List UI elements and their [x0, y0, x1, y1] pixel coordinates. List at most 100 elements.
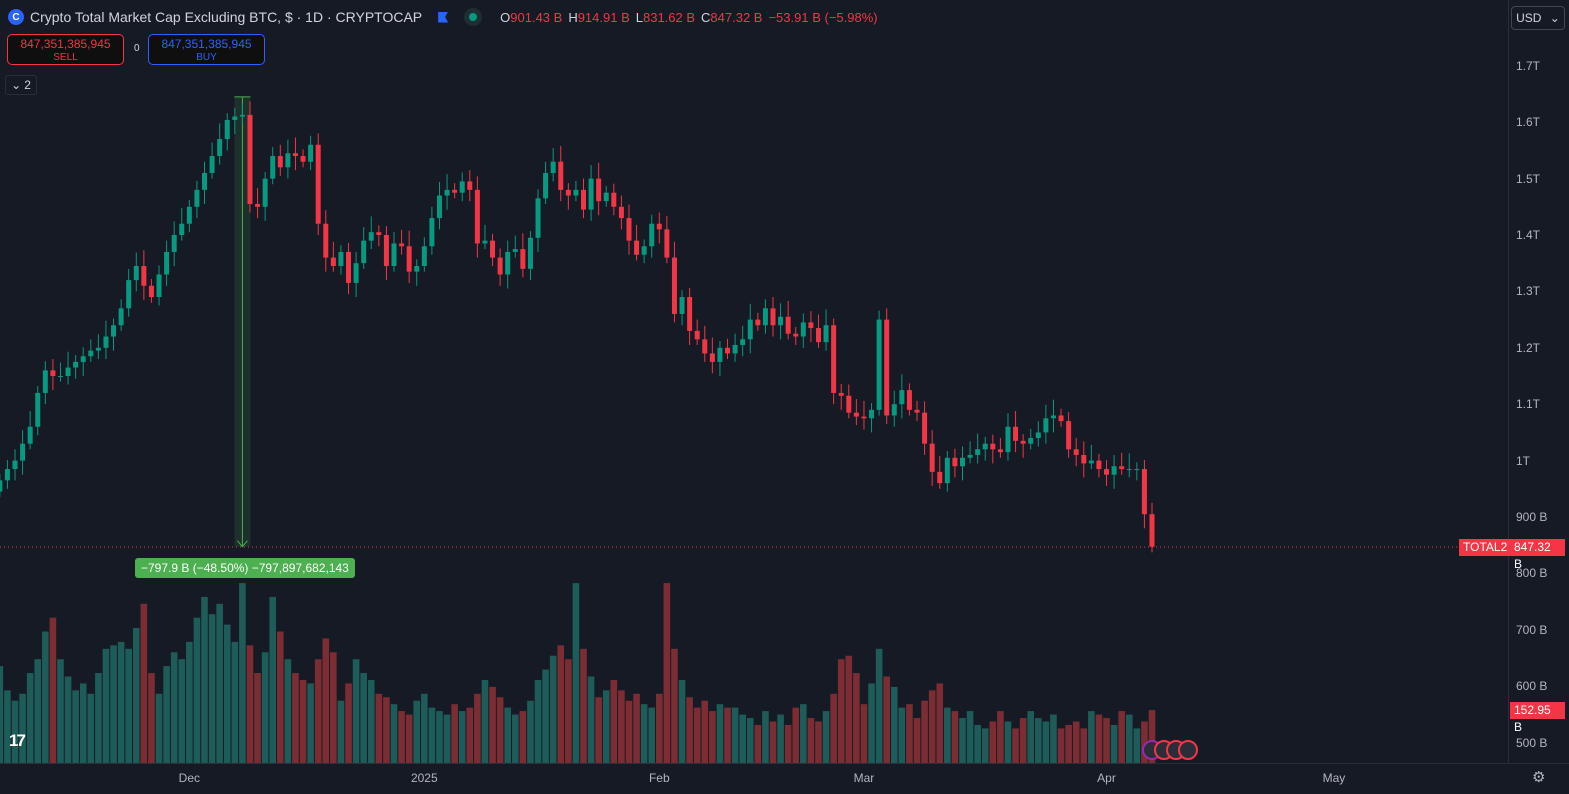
candle-body: [626, 218, 632, 241]
volume-bar: [693, 707, 701, 763]
time-axis[interactable]: [0, 763, 1569, 794]
price-tick: 700 B: [1516, 622, 1548, 637]
candle: [687, 288, 693, 345]
candle-body: [27, 426, 33, 444]
candle-body: [656, 223, 662, 230]
candle: [490, 233, 496, 267]
candle-body: [634, 240, 640, 255]
candle-body: [671, 257, 677, 314]
candle: [186, 200, 192, 233]
candle: [270, 147, 276, 185]
volume-bar: [436, 711, 443, 763]
candle: [202, 161, 207, 204]
candle: [1005, 413, 1011, 461]
sell-button[interactable]: 847,351,385,945 SELL: [7, 34, 124, 65]
candle-body: [1073, 449, 1079, 455]
candle-body: [914, 409, 920, 413]
volume-bar: [822, 711, 830, 763]
candle: [952, 448, 958, 478]
candle-body: [300, 156, 306, 162]
volume-bar: [898, 707, 906, 763]
candle-body: [164, 251, 170, 275]
candle-body: [975, 449, 981, 455]
volume-bar: [367, 679, 375, 763]
candle: [285, 139, 291, 179]
volume-bar: [1080, 728, 1088, 763]
candle-body: [603, 192, 609, 202]
volume-bar: [716, 704, 724, 763]
candle: [1035, 421, 1041, 447]
volume-bar: [352, 659, 360, 763]
volume-bar: [610, 679, 618, 763]
volume-bar: [875, 648, 883, 763]
candle: [368, 216, 374, 250]
volume-bar: [883, 676, 890, 763]
candle: [747, 303, 753, 354]
volume-bar: [314, 659, 322, 763]
volume-bar: [921, 700, 928, 763]
candle-body: [209, 156, 215, 173]
currency-select[interactable]: USD ⌄: [1511, 6, 1565, 30]
candle-body: [997, 449, 1003, 453]
candle: [171, 221, 177, 267]
candle: [649, 214, 655, 258]
candle-body: [929, 443, 935, 472]
candle: [861, 400, 867, 430]
indicators-toggle[interactable]: ⌄ 2: [5, 75, 37, 95]
candle-body: [148, 285, 154, 298]
price-axis[interactable]: [1508, 0, 1569, 763]
volume-bar: [284, 659, 292, 763]
volume-bar: [1027, 711, 1035, 763]
candle-body: [179, 223, 185, 235]
settings-icon[interactable]: ⚙: [1532, 769, 1546, 786]
candle-body: [0, 480, 3, 492]
candle-body: [111, 325, 117, 337]
volume-bar: [345, 683, 352, 763]
symbol-header: C Crypto Total Market Cap Excluding BTC,…: [8, 8, 878, 26]
volume-bar: [383, 697, 390, 763]
candle: [641, 239, 647, 264]
volume-bar: [587, 676, 595, 763]
volume-bar: [231, 641, 239, 763]
volume-bar: [95, 673, 102, 763]
candle: [209, 142, 215, 179]
market-status-icon[interactable]: [464, 8, 483, 26]
candle: [194, 180, 200, 219]
candle: [12, 449, 18, 481]
candle: [732, 333, 738, 362]
volume-bar: [800, 704, 807, 763]
symbol-title[interactable]: Crypto Total Market Cap Excluding BTC, $…: [30, 9, 423, 25]
volume-bar: [170, 652, 178, 763]
last-price-label: 847.32 B: [1510, 539, 1565, 571]
flag-icon[interactable]: [438, 11, 449, 23]
candle: [346, 242, 352, 295]
volume-bar: [1110, 724, 1118, 763]
candle: [808, 311, 814, 343]
candle: [1126, 453, 1132, 478]
volume-bar: [49, 617, 57, 763]
candle-body: [1028, 438, 1034, 444]
candle: [891, 390, 897, 427]
candle-body: [376, 232, 382, 235]
economic-events[interactable]: [1142, 740, 1198, 760]
candle-body: [725, 347, 731, 354]
candle: [831, 318, 837, 405]
candle: [1104, 460, 1110, 486]
candle-body: [421, 246, 427, 267]
volume-bar: [79, 683, 87, 763]
candle-body: [50, 370, 56, 376]
candle: [1149, 502, 1155, 553]
tradingview-logo[interactable]: 17: [9, 731, 26, 750]
volume-bar: [633, 693, 640, 763]
candle-body: [353, 263, 359, 283]
candle-body: [512, 249, 518, 252]
candle-body: [1119, 466, 1125, 470]
candle: [899, 374, 905, 419]
buy-button[interactable]: 847,351,385,945 BUY: [148, 34, 265, 65]
volume-bar: [830, 693, 837, 763]
candle: [118, 299, 124, 331]
candle-body: [982, 443, 988, 450]
volume-bar: [519, 711, 527, 763]
price-chart[interactable]: [0, 0, 1508, 763]
candle: [581, 178, 586, 219]
